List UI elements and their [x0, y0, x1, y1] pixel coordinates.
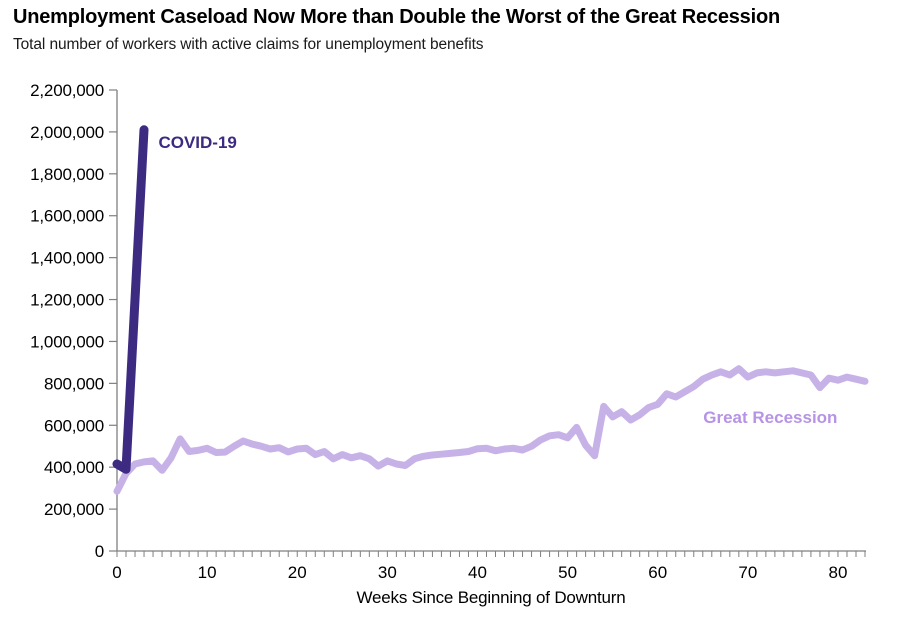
x-axis-tick-label: 50	[558, 563, 577, 582]
y-axis-tick-label: 800,000	[44, 374, 104, 393]
chart-title: Unemployment Caseload Now More than Doub…	[13, 6, 780, 28]
y-axis-tick-label: 600,000	[44, 416, 104, 435]
y-axis-tick-label: 0	[95, 542, 104, 561]
covid-19-line	[112, 125, 149, 474]
x-axis-tick-label: 60	[648, 563, 667, 582]
great-recession-line	[113, 365, 869, 495]
y-axis-tick-label: 1,600,000	[30, 207, 104, 226]
x-axis-tick-label: 0	[112, 563, 121, 582]
great-recession-label: Great Recession	[703, 408, 837, 427]
y-axis-tick-label: 400,000	[44, 458, 104, 477]
y-axis-tick-label: 2,200,000	[30, 81, 104, 100]
y-axis-tick-label: 1,200,000	[30, 291, 104, 310]
x-axis-tick-label: 40	[468, 563, 487, 582]
x-axis-tick-label: 70	[738, 563, 757, 582]
covid-19-label: COVID-19	[158, 133, 236, 152]
y-axis-tick-label: 2,000,000	[30, 123, 104, 142]
y-axis-tick-label: 200,000	[44, 500, 104, 519]
axes	[116, 90, 866, 552]
y-axis-tick-label: 1,800,000	[30, 165, 104, 184]
x-axis-tick-label: 80	[829, 563, 848, 582]
x-axis-tick-label: 20	[288, 563, 307, 582]
x-axis-title: Weeks Since Beginning of Downturn	[356, 588, 626, 607]
chart-subtitle: Total number of workers with active clai…	[13, 36, 484, 53]
y-axis-tick-label: 1,000,000	[30, 332, 104, 351]
x-axis-tick-label: 10	[198, 563, 217, 582]
y-axis-tick-label: 1,400,000	[30, 249, 104, 268]
x-axis-tick-label: 30	[378, 563, 397, 582]
